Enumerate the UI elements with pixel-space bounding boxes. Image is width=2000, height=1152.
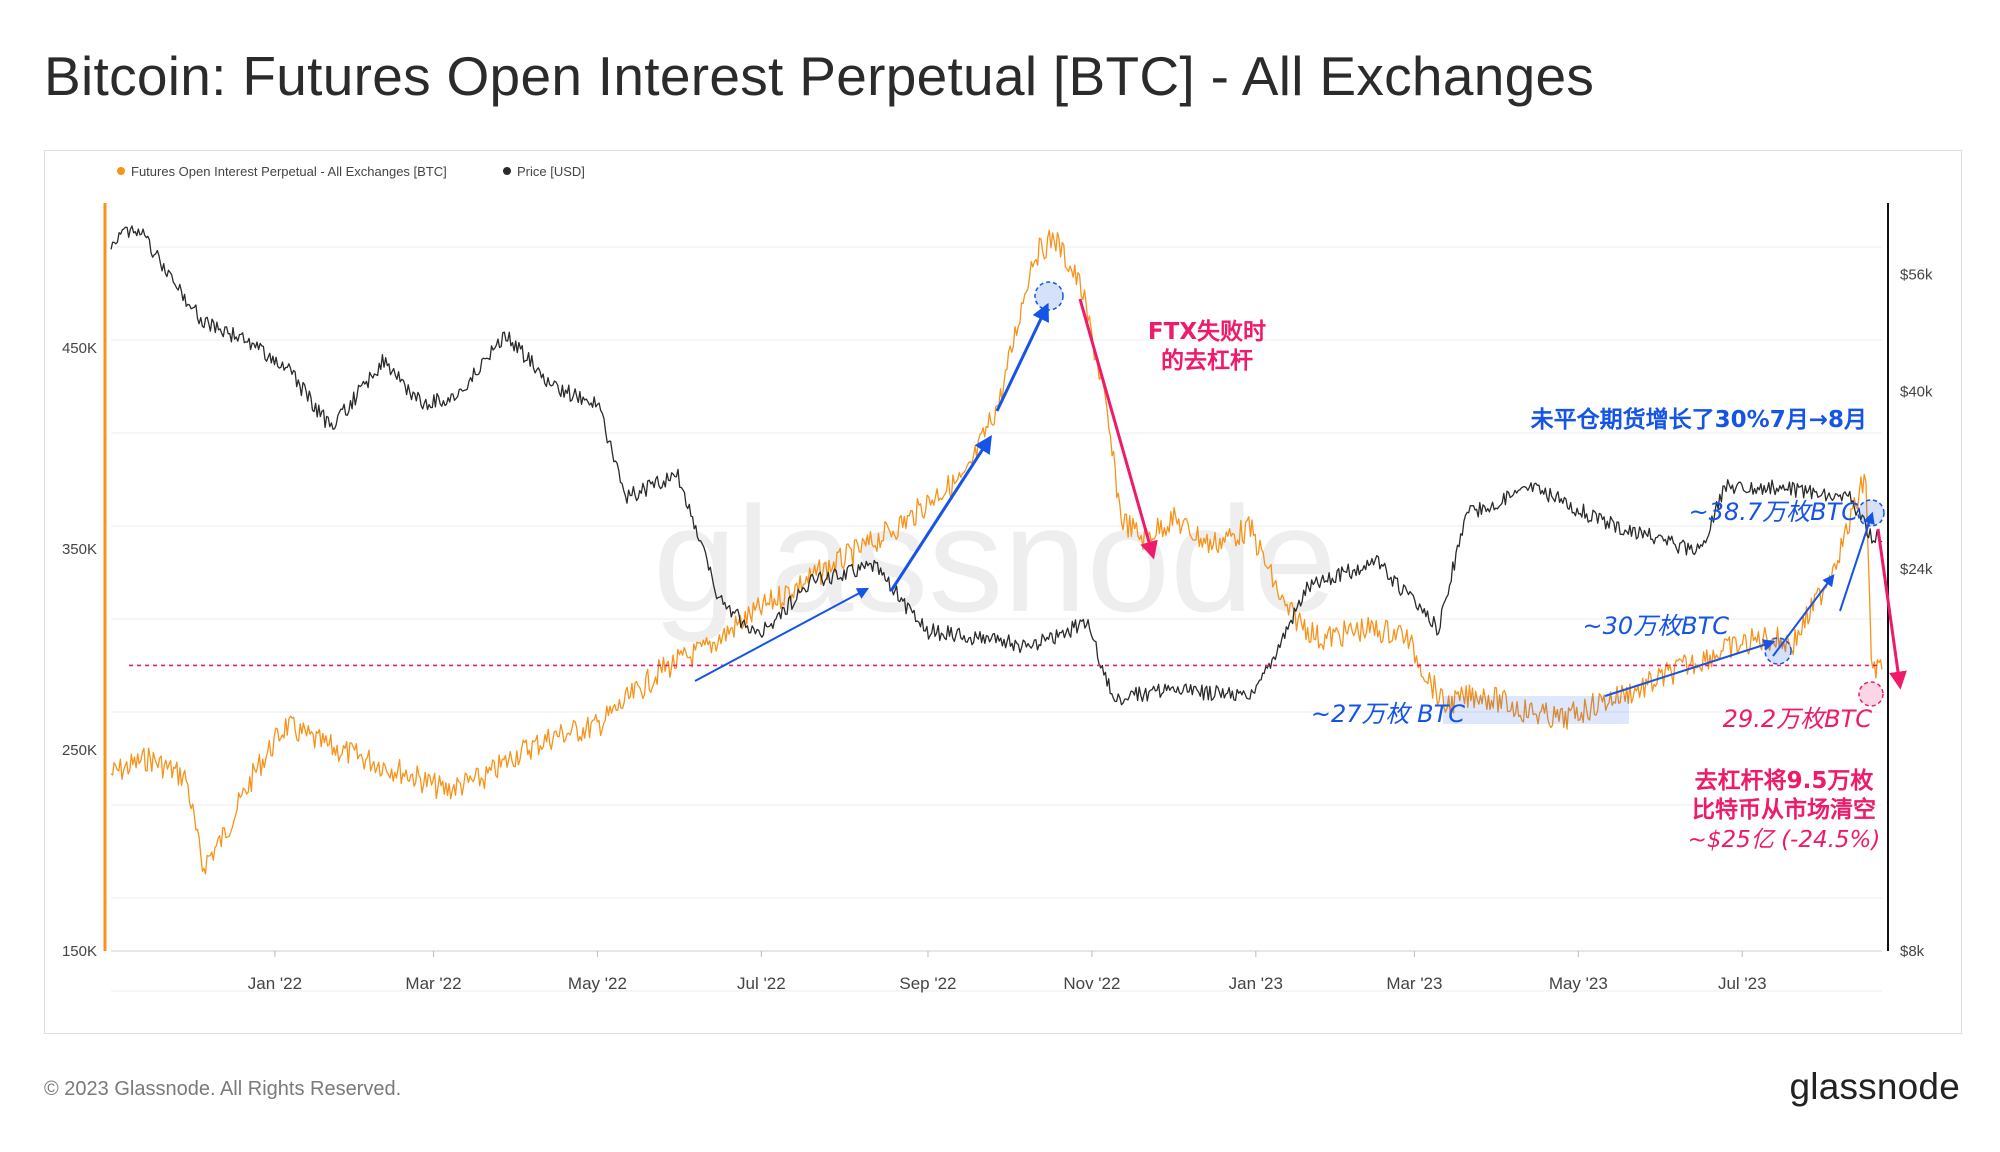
annotation-text: 29.2万枚BTC [1723,705,1873,733]
annotation-text: ~$25亿 (-24.5%) [1688,827,1881,853]
copyright-text: © 2023 Glassnode. All Rights Reserved. [44,1078,402,1100]
annotation-text: ~27万枚 BTC [1311,700,1465,728]
open-interest-line [110,229,1883,875]
x-tick-label: Sep '22 [899,974,956,993]
y-right-tick-label: $40k [1900,383,1933,400]
watermark: glassnode [653,475,1337,643]
x-tick-label: May '22 [568,974,627,993]
x-tick-label: Jul '23 [1718,974,1767,993]
y-left-tick-label: 450K [62,340,97,357]
highlight-band [1443,696,1629,724]
annotation-text: FTX失败时 [1148,319,1266,345]
x-tick-label: Jan '23 [1229,974,1283,993]
annotation-text: ~30万枚BTC [1582,612,1729,640]
circle-oct-peak [1034,281,1064,311]
x-tick-label: Mar '23 [1386,974,1442,993]
annotation-text: 的去杠杆 [1161,347,1253,374]
x-tick-label: Nov '22 [1063,974,1120,993]
annotation-text: ~38.7万枚BTC [1689,498,1859,526]
y-right-tick-label: $8k [1900,943,1925,960]
annotation-text: 比特币从市场清空 [1692,796,1876,823]
arrow-oi-rise-1 [694,587,870,682]
arrow-oi-rise-5 [1772,574,1835,657]
annotation-text: 未平仓期货增长了30%7月→8月 [1531,406,1867,433]
y-left-tick-label: 250K [62,742,97,759]
x-tick-label: Jul '22 [737,974,786,993]
chart-panel: glassnode 150K 250K 350K 450K $8k $24k $40k $56… [44,150,1962,1034]
circle-aug-peak [1857,499,1885,527]
arrow-oi-rise-2 [889,434,992,592]
arrow-ftx-deleverage [1078,298,1158,560]
legend-label: Futures Open Interest Perpetual - All Ex… [131,164,447,179]
arrow-oi-rise-6 [1839,511,1875,612]
series-layer [110,225,1883,875]
annotation-text: 去杠杆将9.5万枚 [1695,767,1874,794]
axes-layer: 150K 250K 350K 450K $8k $24k $40k $56k Jan '22 Ma… [62,203,1933,993]
y-right-tick-label: $56k [1900,266,1933,283]
x-tick-label: Mar '22 [405,974,461,993]
legend[interactable]: Futures Open Interest Perpetual - All Ex… [117,164,585,179]
brand-logo[interactable]: glassnode [1789,1066,1960,1107]
arrow-august-deleverage [1876,528,1907,690]
y-left-tick-label: 150K [62,943,97,960]
x-tick-label: Jan '22 [248,974,302,993]
page-title: Bitcoin: Futures Open Interest Perpetual… [44,45,1595,107]
y-left-tick-label: 350K [62,541,97,558]
circle-jul-level [1764,637,1792,665]
y-right-tick-label: $24k [1900,561,1933,578]
arrow-oi-rise-4 [1604,639,1776,697]
chart-svg: glassnode 150K 250K 350K 450K $8k $24k $40k $56… [62,164,1933,993]
arrow-oi-rise-3 [995,302,1049,412]
x-tick-label: May '23 [1549,974,1608,993]
circle-post-flush [1858,681,1884,707]
legend-marker [117,167,125,175]
grid-layer [111,246,1882,992]
legend-label: Price [USD] [517,164,585,179]
price-line [110,225,1883,706]
legend-marker [503,167,511,175]
